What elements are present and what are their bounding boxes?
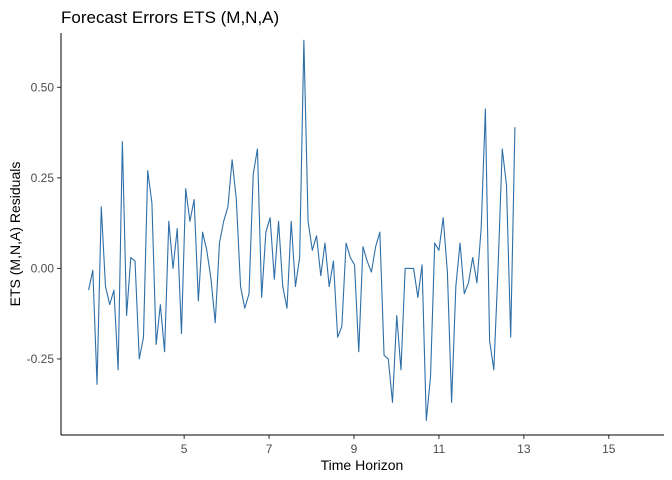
y-tick-label: 0.25: [31, 171, 55, 185]
x-tick-label: 13: [517, 442, 531, 456]
y-tick-label: 0.00: [31, 261, 55, 275]
x-axis-title: Time Horizon: [321, 457, 404, 473]
x-axis-ticks: 5 7 9 11 13 15: [181, 435, 616, 456]
x-tick-label: 15: [602, 442, 616, 456]
x-tick-label: 11: [433, 442, 446, 456]
y-axis-title: ETS (M,N,A) Residuals: [7, 162, 23, 307]
y-tick-label: -0.25: [27, 352, 55, 366]
y-axis-ticks: -0.25 0.00 0.25 0.50: [27, 80, 61, 366]
x-tick-label: 9: [351, 442, 358, 456]
series-group: [88, 39, 516, 422]
residuals-line: [88, 39, 516, 422]
x-tick-label: 5: [181, 442, 188, 456]
x-tick-label: 7: [266, 442, 273, 456]
y-tick-label: 0.50: [31, 80, 55, 94]
chart-title: Forecast Errors ETS (M,N,A): [61, 8, 279, 27]
